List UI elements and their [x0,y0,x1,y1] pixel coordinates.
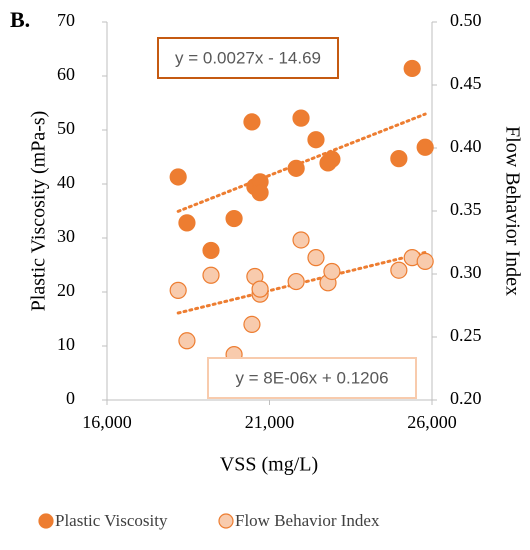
y2-tick-label: 0.30 [450,262,482,282]
point [202,241,220,260]
equation-box [207,357,417,399]
y2-tick-label: 0.35 [450,199,482,219]
x-tick-label: 21,000 [245,412,295,432]
point [287,159,305,177]
point [169,281,187,299]
point [416,138,434,156]
point [323,150,341,168]
legend-marker [218,513,234,529]
y-tick-label: 0 [66,388,75,408]
legend-marker [38,513,54,529]
y-tick-label: 70 [57,10,75,30]
x-tick-label: 26,000 [407,412,457,432]
equation: y = 0.0027x - 14.69 [175,48,321,67]
y-tick-label: 50 [57,118,75,138]
point [225,209,243,228]
x-axis-title: VSS (mg/L) [220,454,318,476]
point [292,231,310,249]
y2-axis-title: Flow Behavior Index [501,126,523,296]
y-axis-title: Plastic Viscosity (mPa-s) [28,111,50,312]
y-tick-label: 40 [57,172,75,192]
point [178,332,196,350]
point [251,280,269,298]
x-tick-label: 16,000 [82,412,132,432]
y-tick-label: 20 [57,280,75,300]
y2-tick-label: 0.20 [450,388,482,408]
point [416,252,434,270]
point [243,113,261,131]
point [307,249,325,267]
point [202,266,220,284]
y2-tick-label: 0.50 [450,10,482,30]
point [169,168,187,186]
point [292,109,310,127]
point [403,59,421,78]
legend-label: Plastic Viscosity [55,511,168,530]
point [390,261,408,279]
point [287,272,305,291]
y-tick-label: 10 [57,334,75,354]
y-tick-label: 60 [57,64,75,84]
y2-tick-label: 0.45 [450,73,482,93]
point [178,214,196,232]
equation: y = 8E-06x + 0.1206 [235,368,388,387]
point [323,262,341,281]
y2-tick-label: 0.25 [450,325,482,345]
point [307,131,325,149]
point [243,315,261,333]
y-tick-label: 30 [57,226,75,246]
equation-box [157,37,339,79]
point [251,184,269,202]
y2-tick-label: 0.40 [450,136,482,156]
point [390,150,408,168]
legend-label: Flow Behavior Index [235,511,380,530]
panel-label: B. [10,7,30,32]
